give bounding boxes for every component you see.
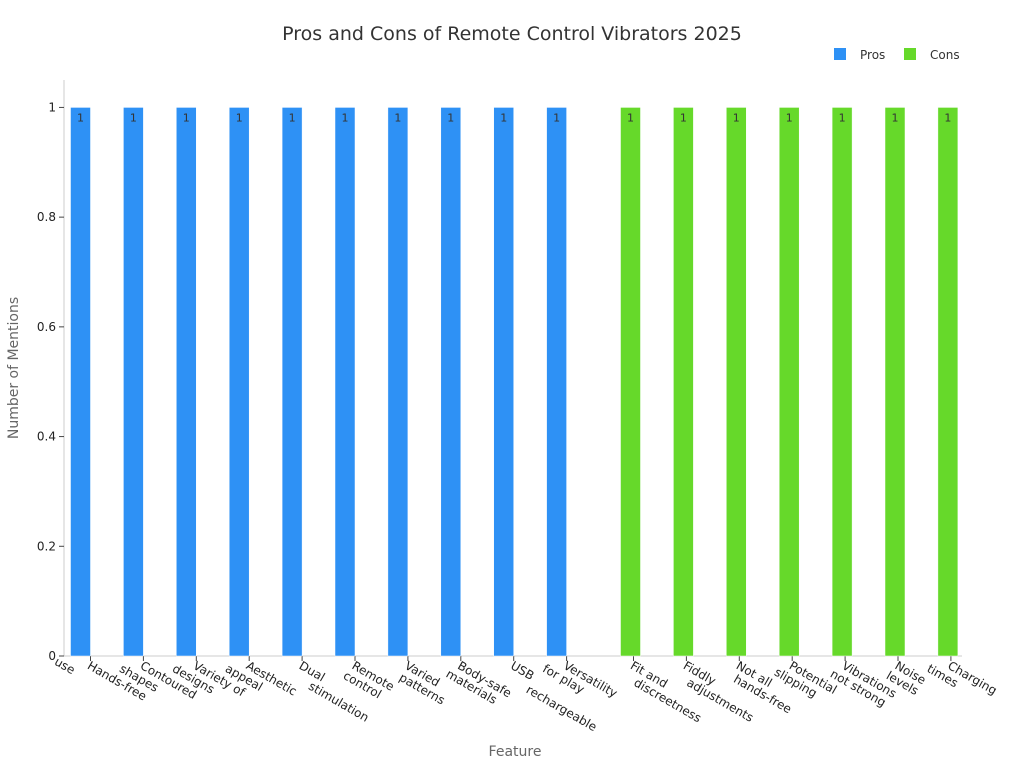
bar-pros — [546, 107, 567, 657]
bar-value-label: 1 — [500, 111, 507, 124]
x-tick-label: USB — [508, 658, 536, 682]
bar-cons — [778, 107, 800, 657]
bar-cons — [673, 107, 694, 657]
x-tick-label: rechargeable — [524, 682, 599, 734]
bar-value-label: 1 — [627, 111, 634, 124]
bar-value-label: 1 — [394, 111, 401, 124]
legend-label-cons: Cons — [930, 48, 960, 62]
bar-pros — [440, 107, 462, 657]
x-axis-label: Feature — [489, 744, 542, 760]
bar-value-label: 1 — [183, 111, 190, 124]
bar-pros — [493, 107, 514, 657]
y-axis-label: Number of Mentions — [6, 297, 22, 439]
y-tick-label: 0.8 — [37, 210, 56, 224]
y-tick-label: 0.2 — [37, 539, 56, 553]
y-tick-label: 0.6 — [37, 320, 56, 334]
bar-value-label: 1 — [733, 111, 740, 124]
bar-pros — [228, 107, 250, 657]
bar-pros — [70, 107, 91, 657]
y-tick-label: 0 — [48, 649, 56, 663]
legend-swatch-cons — [904, 48, 916, 60]
bar-pros — [387, 107, 409, 657]
bar-value-label: 1 — [236, 111, 243, 124]
bar-value-label: 1 — [342, 111, 349, 124]
bar-cons — [831, 107, 853, 657]
bar-value-label: 1 — [77, 111, 84, 124]
bar-cons — [937, 107, 959, 657]
bar-value-label: 1 — [680, 111, 687, 124]
bar-value-label: 1 — [553, 111, 560, 124]
bar-pros — [123, 107, 144, 657]
chart-title: Pros and Cons of Remote Control Vibrator… — [282, 23, 742, 45]
legend-label-pros: Pros — [860, 48, 885, 62]
bar-value-label: 1 — [944, 111, 951, 124]
bar-cons — [884, 107, 906, 657]
bar-cons — [726, 107, 747, 657]
y-tick-label: 1 — [48, 100, 56, 114]
bar-pros — [176, 107, 197, 657]
bar-value-label: 1 — [447, 111, 454, 124]
bars: 1 1 1 1 1 1 1 1 1 1 1 1 1 1 1 1 1 — [70, 107, 959, 657]
bar-value-label: 1 — [289, 111, 296, 124]
bar-value-label: 1 — [130, 111, 137, 124]
y-tick-label: 0.4 — [37, 430, 56, 444]
bar-cons — [620, 107, 641, 657]
bar-value-label: 1 — [786, 111, 793, 124]
legend-swatch-pros — [834, 48, 846, 60]
bar-value-label: 1 — [892, 111, 899, 124]
bar-pros — [281, 107, 303, 657]
legend: Pros Cons — [834, 48, 960, 62]
bar-value-label: 1 — [839, 111, 846, 124]
bar-pros — [334, 107, 356, 657]
